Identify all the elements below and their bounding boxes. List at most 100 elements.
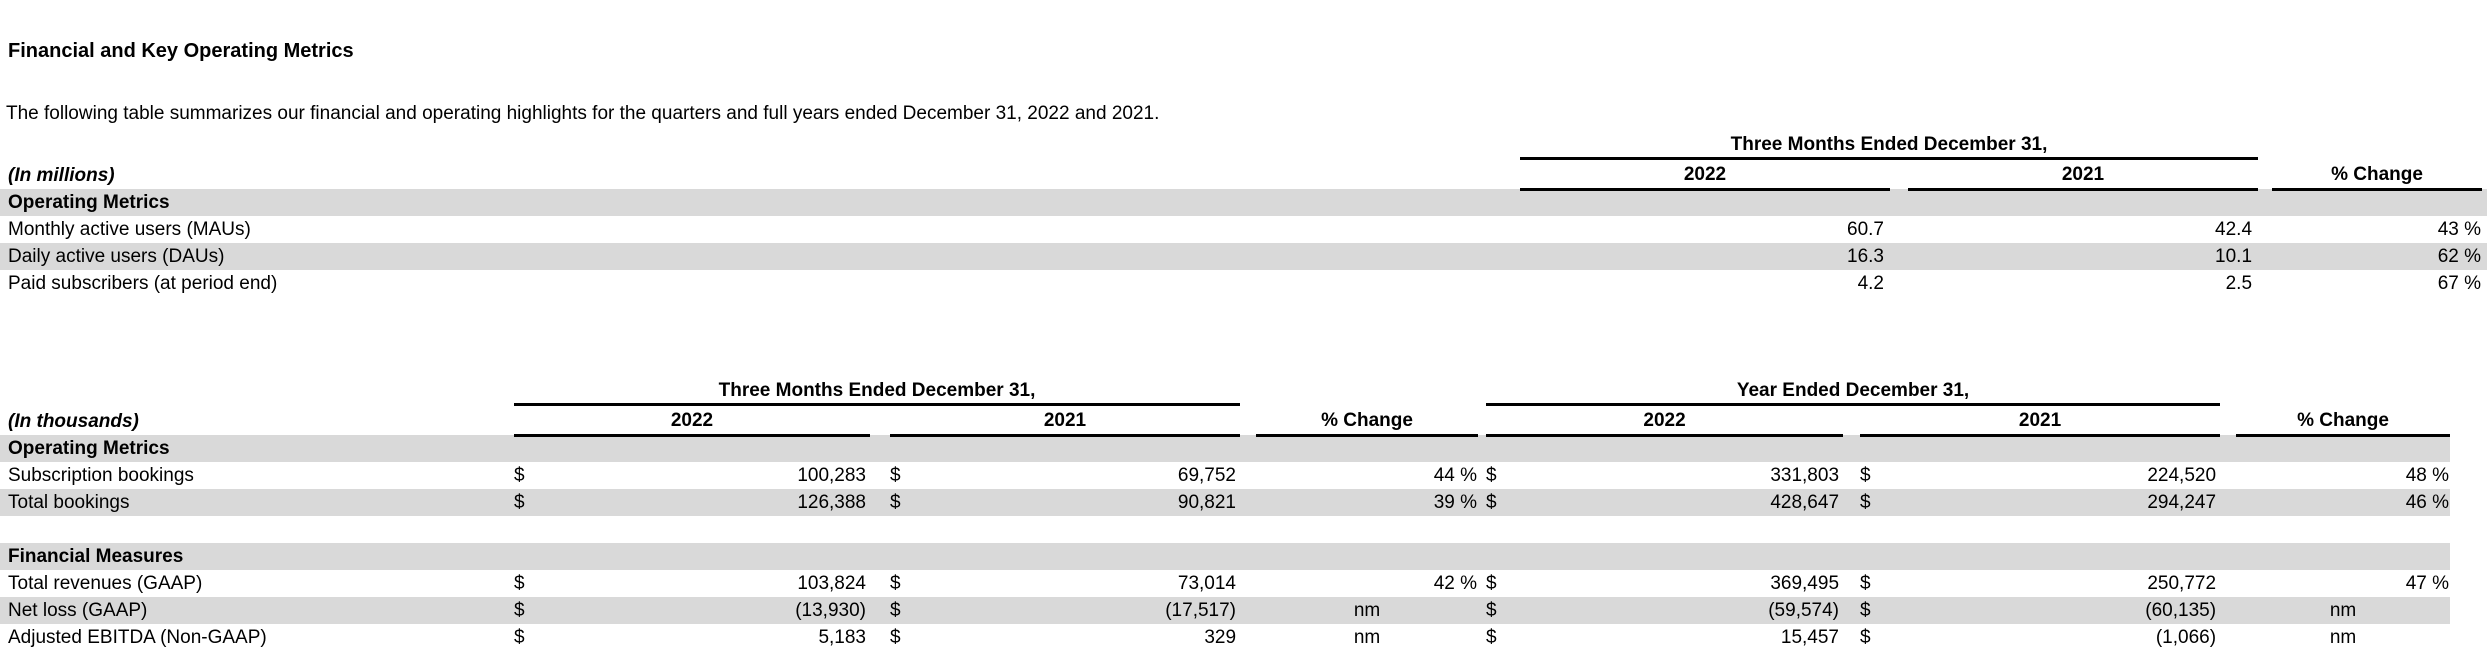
spacer-cell	[2450, 570, 2487, 597]
column-header-q-change: % Change	[1256, 404, 1479, 437]
spacer-cell	[2220, 624, 2236, 651]
dollar-sign: $	[890, 626, 901, 648]
spacer-cell	[1240, 597, 1257, 624]
value-cell: $5,183	[514, 624, 870, 651]
spacer-cell	[0, 516, 514, 543]
spacer-cell	[1240, 624, 1256, 651]
section-header-row: Operating Metrics	[0, 435, 2487, 462]
financials-table: Three Months Ended December 31, Year End…	[0, 378, 2487, 651]
spacer-cell	[2236, 516, 2450, 543]
value-cell: $428,647	[1486, 489, 1844, 516]
spacer-cell	[1843, 404, 1860, 435]
spacer-cell	[1478, 489, 1487, 516]
dollar-sign: $	[514, 572, 525, 594]
spacer-cell	[514, 543, 870, 570]
table-row: Monthly active users (MAUs) 60.7 42.4 43…	[0, 216, 2487, 243]
value-cell: $90,821	[890, 489, 1241, 516]
spacer-cell	[890, 516, 1240, 543]
spacer-cell	[870, 489, 890, 516]
spacer-cell	[1520, 189, 1890, 216]
value-fy2021: 250,772	[2147, 572, 2217, 594]
spacer-cell	[1890, 243, 1908, 270]
percent-change-cell: 43 %	[2437, 218, 2482, 240]
unit-label: (In millions)	[8, 165, 115, 186]
value-fy2022: 15,457	[1780, 626, 1840, 648]
value-2021: 42.4	[2215, 218, 2253, 240]
section-header-row: Operating Metrics	[0, 189, 2487, 216]
row-label: Paid subscribers (at period end)	[8, 272, 278, 294]
spacer-cell	[2450, 489, 2487, 516]
percent-change-cell: 42 %	[1433, 572, 1478, 594]
column-header-2022: 2022	[1520, 158, 1890, 191]
section-header: Financial Measures	[0, 543, 514, 570]
value-cell: $329	[890, 624, 1240, 651]
value-q2022: 103,824	[797, 572, 866, 594]
spacer-cell	[1843, 516, 1860, 543]
spacer-cell	[2482, 132, 2487, 158]
value-cell: $15,457	[1486, 624, 1843, 651]
spacer-cell	[1256, 378, 1478, 404]
spacer-cell	[890, 543, 1241, 570]
value-fy2021: 294,247	[2147, 491, 2217, 513]
column-header-fy2021: 2021	[1860, 404, 2221, 437]
spacer-cell	[1860, 543, 2221, 570]
dollar-sign: $	[1486, 626, 1497, 648]
row-label: Subscription bookings	[8, 464, 194, 486]
percent-change-cell: nm	[2329, 626, 2357, 648]
spacer-cell	[2482, 270, 2487, 297]
value-fy2022: 331,803	[1770, 464, 1840, 486]
column-header-q2021: 2021	[890, 404, 1241, 437]
table-row: Subscription bookings $100,283 $69,752 4…	[0, 462, 2487, 489]
spacer-cell	[870, 597, 890, 624]
group-header-three-months: Three Months Ended December 31,	[1520, 132, 2259, 160]
value-cell: $250,772	[1860, 570, 2220, 597]
percent-change-cell: 67 %	[2437, 272, 2482, 294]
spacer-cell	[870, 570, 890, 597]
spacer-cell	[2236, 378, 2450, 404]
dollar-sign: $	[1860, 599, 1871, 621]
spacer-cell	[1256, 543, 1479, 570]
value-fy2021: 224,520	[2147, 464, 2217, 486]
spacer-cell	[2236, 543, 2451, 570]
spacer-cell	[2450, 462, 2487, 489]
spacer-cell	[2482, 243, 2487, 270]
spacer-cell	[2450, 378, 2487, 404]
dollar-sign: $	[1486, 572, 1497, 594]
column-header-2021: 2021	[1908, 158, 2259, 191]
spacer-cell	[1478, 597, 1487, 624]
spacer-cell	[890, 435, 1241, 462]
spacer-cell	[2258, 132, 2272, 158]
spacer-cell	[1478, 543, 1487, 570]
column-header-row: (In millions) 2022 2021 % Change	[0, 158, 2487, 191]
spacer-cell	[1843, 597, 1861, 624]
value-2022: 60.7	[1847, 218, 1884, 240]
spacer-cell	[1240, 462, 1256, 489]
value-2022: 4.2	[1857, 272, 1884, 294]
dollar-sign: $	[890, 491, 901, 513]
value-cell: $369,495	[1486, 570, 1843, 597]
dollar-sign: $	[1860, 491, 1871, 513]
dollar-sign: $	[890, 464, 901, 486]
spacer-cell	[1843, 462, 1860, 489]
table-row: Total bookings $126,388 $90,821 39 % $42…	[0, 489, 2487, 516]
spacer-cell	[2258, 216, 2272, 243]
value-cell: $69,752	[890, 462, 1240, 489]
value-cell: $224,520	[1860, 462, 2220, 489]
column-header-fy-change: % Change	[2236, 404, 2451, 437]
value-q2022: (13,930)	[795, 599, 866, 621]
percent-change-cell: 48 %	[2405, 464, 2450, 486]
value-cell: $100,283	[514, 462, 870, 489]
spacer-cell	[2482, 216, 2487, 243]
table-row: Total revenues (GAAP) $103,824 $73,014 4…	[0, 570, 2487, 597]
spacer-cell	[514, 516, 870, 543]
value-q2021: 90,821	[1177, 491, 1237, 513]
intro-text: The following table summarizes our finan…	[6, 103, 1160, 124]
spacer-cell	[2220, 597, 2237, 624]
column-header-fy2022: 2022	[1486, 404, 1844, 437]
dollar-sign: $	[890, 572, 901, 594]
spacer-cell	[1860, 435, 2221, 462]
table-row: Daily active users (DAUs) 16.3 10.1 62 %	[0, 243, 2487, 270]
value-2021: 10.1	[1908, 243, 2259, 270]
row-label: Net loss (GAAP)	[0, 597, 514, 624]
dollar-sign: $	[890, 599, 901, 621]
